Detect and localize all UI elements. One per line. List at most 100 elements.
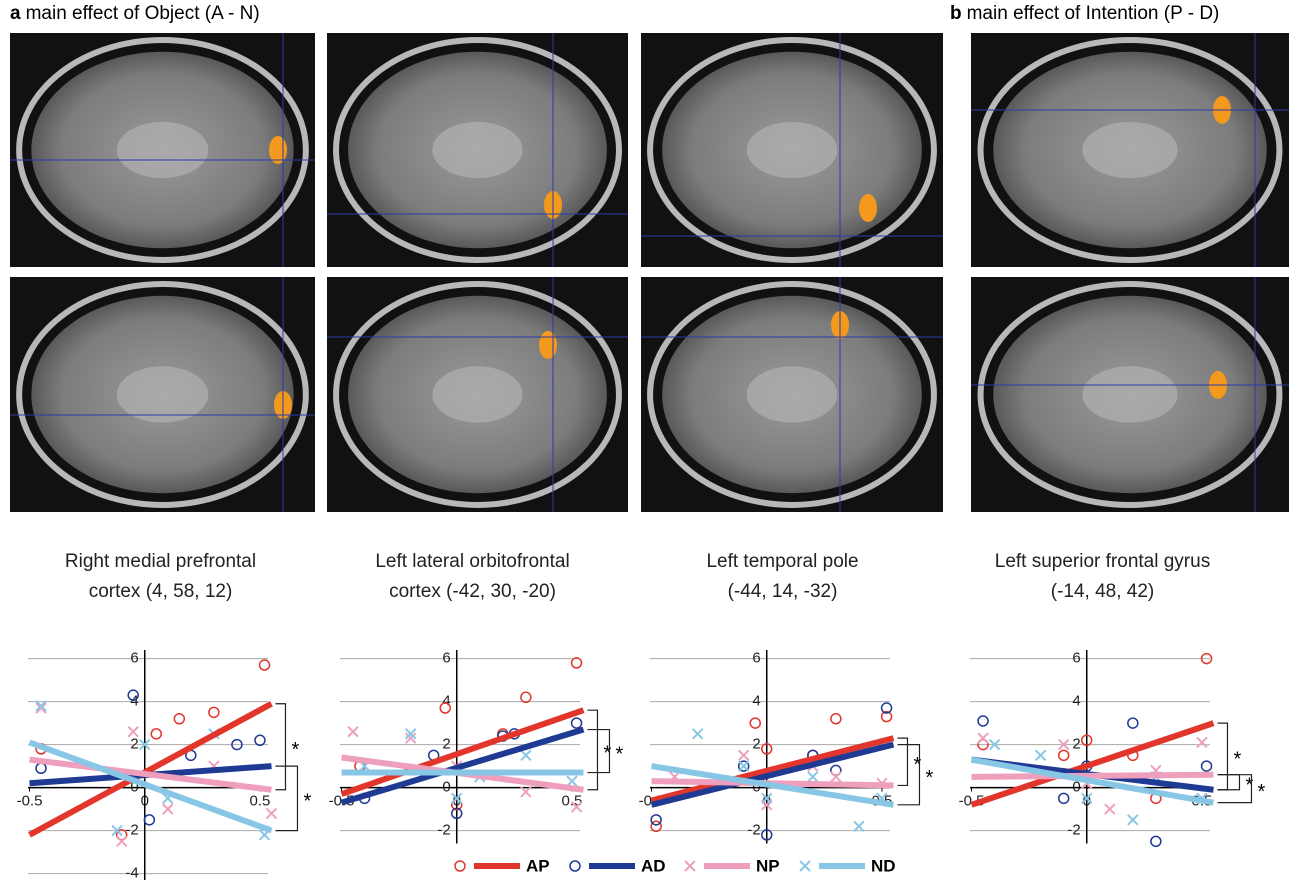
chart-title: Left superior frontal gyrus [995,551,1210,572]
significance-bracket [897,738,907,785]
significance-label: * [913,754,921,776]
brain-structure [1082,366,1177,422]
chart-title: (-44, 14, -32) [728,581,838,602]
legend-label: AD [641,856,666,875]
significance-label: * [1245,775,1253,797]
significance-label: * [615,743,623,765]
point [209,707,219,717]
point [255,735,265,745]
brain-structure [747,366,838,422]
x-tick-label: 0.5 [250,793,271,810]
brain-structure [117,366,209,422]
legend-label: AP [526,856,550,875]
point [151,729,161,739]
significance-bracket [275,704,285,790]
brain-images [10,33,1289,512]
significance-bracket [275,766,297,831]
point [1202,761,1212,771]
activation [539,331,557,359]
point [348,727,358,737]
point [174,714,184,724]
panel-label: amain effect of Object (A - N) [10,3,260,24]
y-tick-label: 6 [752,650,760,667]
brain-structure [432,122,522,178]
point [854,821,864,831]
point [831,772,841,782]
significance-label: * [303,791,311,813]
point [1059,793,1069,803]
brain-structure [432,366,522,422]
point [1151,836,1161,846]
point [572,658,582,668]
chart-title: Left temporal pole [706,551,858,572]
y-tick-label: 4 [752,693,760,710]
significance-bracket [1217,723,1227,790]
y-tick-label: 4 [1072,693,1080,710]
y-tick-label: 2 [442,736,450,753]
panel-letter: b [950,3,962,24]
point [260,660,270,670]
y-tick-label: -4 [125,865,138,882]
point [1128,815,1138,825]
legend-marker [570,861,580,871]
point [1128,718,1138,728]
point [266,808,276,818]
figure-canvas: amain effect of Object (A - N) bmain eff… [0,0,1302,882]
significance-bracket [1217,775,1239,790]
point [1036,750,1046,760]
y-tick-label: 6 [130,650,138,667]
point [978,733,988,743]
point [750,718,760,728]
point [1059,750,1069,760]
y-tick-label: -2 [125,822,138,839]
point [567,776,577,786]
legend-marker [455,861,465,871]
point [521,787,531,797]
chart-title: cortex (-42, 30, -20) [389,581,556,602]
point [739,761,749,771]
panel-text: main effect of Intention (P - D) [967,3,1220,24]
chart-title: Right medial prefrontal [65,551,256,572]
point [521,750,531,760]
point [144,815,154,825]
brain-structure [1082,122,1177,178]
significance-label: * [1257,781,1265,803]
point [36,763,46,773]
significance-label: * [291,739,299,761]
x-tick-label: 0.5 [562,793,583,810]
point [831,714,841,724]
significance-label: * [603,742,611,764]
significance-label: * [925,767,933,789]
panel-letter: a [10,3,21,24]
significance-label: * [1233,749,1241,771]
chart-title: Left lateral orbitofrontal [375,551,569,572]
point [1105,804,1115,814]
activation [859,194,877,222]
point [117,836,127,846]
point [572,718,582,728]
point [978,716,988,726]
legend-label: ND [871,856,896,875]
legend-label: NP [756,856,780,875]
brain-structure [117,122,209,178]
y-tick-label: -2 [747,822,760,839]
point [163,804,173,814]
point [808,772,818,782]
panel-text: main effect of Object (A - N) [26,3,260,24]
chart-title: (-14, 48, 42) [1051,581,1155,602]
point [693,729,703,739]
x-tick-label: -0.5 [17,793,43,810]
y-tick-label: 2 [752,736,760,753]
y-tick-label: -2 [1067,822,1080,839]
fit-line [342,730,584,803]
point [1197,737,1207,747]
brain-structure [747,122,838,178]
y-tick-label: 2 [1072,736,1080,753]
point [521,692,531,702]
point [651,815,661,825]
figure: amain effect of Object (A - N) bmain eff… [0,0,1302,882]
point [739,750,749,760]
legend-marker [685,861,695,871]
y-tick-label: 6 [1072,650,1080,667]
